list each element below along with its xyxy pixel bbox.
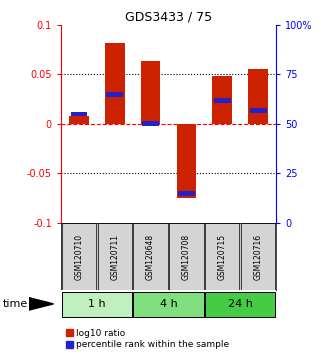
- Bar: [169, 223, 204, 290]
- Text: GSM120710: GSM120710: [74, 234, 83, 280]
- Text: GSM120715: GSM120715: [218, 234, 227, 280]
- Text: GSM120708: GSM120708: [182, 234, 191, 280]
- Text: 4 h: 4 h: [160, 299, 178, 309]
- Bar: [98, 223, 132, 290]
- Legend: log10 ratio, percentile rank within the sample: log10 ratio, percentile rank within the …: [65, 329, 230, 349]
- Bar: [71, 112, 87, 116]
- Bar: [241, 223, 275, 290]
- Text: time: time: [3, 299, 29, 309]
- Bar: [134, 223, 168, 290]
- Polygon shape: [29, 298, 53, 310]
- Bar: [62, 292, 132, 317]
- Text: 24 h: 24 h: [228, 299, 253, 309]
- Bar: [105, 42, 125, 124]
- Text: GSM120648: GSM120648: [146, 234, 155, 280]
- Bar: [62, 223, 96, 290]
- Bar: [177, 124, 196, 198]
- Bar: [205, 292, 275, 317]
- Bar: [213, 76, 232, 124]
- Bar: [106, 92, 123, 97]
- Bar: [142, 121, 159, 126]
- Bar: [205, 223, 239, 290]
- Bar: [69, 116, 89, 124]
- Bar: [250, 108, 266, 113]
- Bar: [178, 191, 195, 196]
- Bar: [141, 62, 160, 124]
- Bar: [134, 292, 204, 317]
- Bar: [248, 69, 268, 124]
- Text: 1 h: 1 h: [88, 299, 106, 309]
- Title: GDS3433 / 75: GDS3433 / 75: [125, 11, 212, 24]
- Text: GSM120716: GSM120716: [254, 234, 263, 280]
- Text: GSM120711: GSM120711: [110, 234, 119, 280]
- Bar: [214, 98, 231, 103]
